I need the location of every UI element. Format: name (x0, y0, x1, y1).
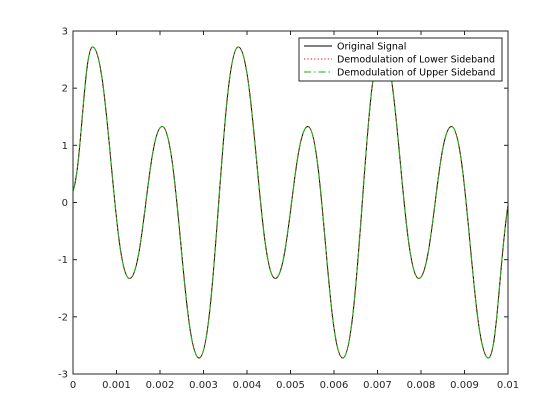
x-tick-label: 0.006 (320, 380, 349, 391)
series-line-original-signal (72, 46, 509, 359)
series-layer (72, 46, 509, 359)
x-tick-label: 0.004 (233, 380, 262, 391)
y-tick-label: 0 (62, 198, 68, 209)
x-tick-label: 0.003 (189, 380, 218, 391)
x-tick-label: 0.009 (450, 380, 479, 391)
y-tick-label: 2 (62, 84, 68, 95)
series-line-lower-sideband (72, 46, 509, 359)
x-tick-label: 0.005 (276, 380, 305, 391)
y-tick-label: 3 (62, 27, 68, 38)
x-tick-label: 0.008 (407, 380, 436, 391)
x-tick-label: 0.001 (102, 380, 131, 391)
y-tick-label: -3 (58, 370, 68, 381)
x-tick-label: 0.002 (146, 380, 175, 391)
legend-label-original: Original Signal (337, 42, 406, 53)
axes-box (72, 30, 509, 375)
y-tick-label: -1 (58, 255, 68, 266)
x-tick-label: 0 (70, 380, 76, 391)
x-tick-label: 0.007 (363, 380, 392, 391)
ticks-layer: 0 0.001 0.002 0.003 0.004 0.005 0.006 0.007 0.00… (58, 27, 519, 392)
legend: Original Signal Demodulation of Lower Si… (298, 37, 503, 82)
series-line-upper-sideband (72, 46, 509, 359)
legend-label-lower-sideband: Demodulation of Lower Sideband (337, 55, 495, 66)
x-tick-label: 0.01 (497, 380, 519, 391)
y-tick-label: -2 (58, 312, 68, 323)
legend-label-upper-sideband: Demodulation of Upper Sideband (337, 68, 495, 79)
legend-box (298, 37, 503, 82)
y-tick-label: 1 (62, 141, 68, 152)
